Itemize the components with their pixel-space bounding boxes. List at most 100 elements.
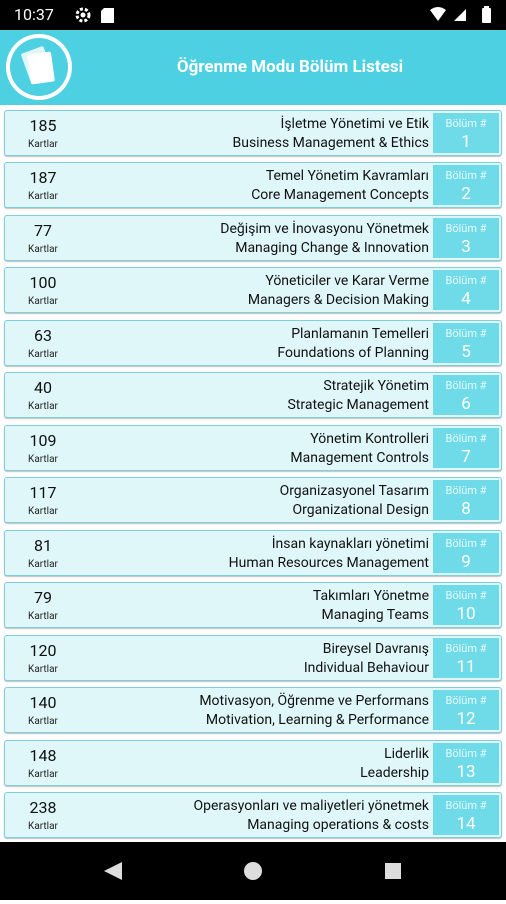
chapter-title-tr: Değişim ve İnovasyonu Yönetmek [220, 220, 429, 237]
chapter-row[interactable]: 238 Kartlar Operasyonları ve maliyetleri y… [4, 791, 502, 838]
chapter-title-en: Organizational Design [292, 502, 429, 519]
chapter-title-en: Motivation, Learning & Performance [205, 712, 429, 729]
card-unit: Kartlar [28, 453, 58, 465]
chapter-title-en: Strategic Management [287, 397, 429, 414]
chapter-title-en: Human Resources Management [228, 554, 429, 571]
card-unit: Kartlar [28, 506, 58, 518]
home-button[interactable] [244, 862, 262, 880]
chapter-title-en: Foundations of Planning [277, 344, 429, 361]
card-count: 109 [29, 430, 57, 450]
chapter-row[interactable]: 120 Kartlar Bireysel Davranış Individual Be… [4, 634, 502, 681]
card-count: 185 [29, 116, 57, 135]
chapter-row[interactable]: 40 Kartlar Stratejik Yönetim Strategic Mana… [4, 372, 502, 419]
section-label: Bölüm # [445, 536, 487, 550]
app-header: Öğrenme Modu Bölüm Listesi [0, 30, 506, 105]
chapter-row[interactable]: 100 Kartlar Yöneticiler ve Karar Verme Mana… [4, 267, 502, 314]
card-unit: Kartlar [28, 191, 58, 203]
chapter-row[interactable]: 81 Kartlar İnsan kaynakları yönetimi Human … [4, 529, 502, 576]
section-number: 2 [461, 184, 471, 205]
chapter-title-en: Managing Teams [321, 607, 429, 624]
chapter-title-tr: Planlamanın Temelleri [291, 325, 429, 342]
section-badge: Bölüm #8 [433, 480, 499, 521]
section-number: 13 [456, 761, 476, 782]
section-number: 4 [461, 289, 471, 310]
header-title: Öğrenme Modu Bölüm Listesi [176, 57, 404, 77]
section-label: Bölüm # [445, 379, 487, 393]
chapter-title-en: Managing Change & Innovation [235, 239, 429, 256]
chapter-row[interactable]: 109 Kartlar Yönetim Kontrolleri Management … [4, 424, 502, 471]
chapter-title-tr: İnsan kaynakları yönetimi [271, 535, 429, 552]
section-label: Bölüm # [445, 798, 487, 812]
section-number: 8 [461, 499, 471, 520]
chapter-row[interactable]: 140 Kartlar Motivasyon, Öğrenme ve Perform… [4, 687, 502, 734]
section-badge: Bölüm #6 [433, 375, 499, 416]
chapter-title-tr: Yöneticiler ve Karar Verme [265, 273, 429, 290]
section-label: Bölüm # [445, 641, 487, 655]
card-count: 100 [29, 273, 57, 293]
section-label: Bölüm # [445, 589, 487, 603]
section-badge: Bölüm #5 [433, 322, 499, 363]
card-count: 120 [29, 640, 57, 660]
chapter-title-tr: Liderlik [384, 745, 429, 762]
card-unit: Kartlar [28, 139, 58, 150]
chapter-row[interactable]: 187 Kartlar Temel Yönetim Kavramları Core M… [4, 162, 502, 209]
card-count: 187 [29, 168, 57, 188]
card-unit: Kartlar [28, 820, 58, 832]
recents-button[interactable] [385, 863, 401, 879]
chapter-title-tr: Yönetim Kontrolleri [310, 430, 429, 447]
card-unit: Kartlar [28, 296, 58, 308]
nav-buttons [104, 862, 401, 880]
card-unit: Kartlar [28, 348, 58, 360]
section-number: 6 [461, 394, 471, 415]
chapter-title-tr: Motivasyon, Öğrenme ve Performans [199, 693, 429, 710]
card-count: 40 [34, 378, 52, 398]
section-number: 11 [456, 656, 476, 677]
chapter-title-en: Managing operations & costs [247, 816, 429, 833]
section-number: 10 [456, 604, 476, 625]
section-badge: Bölüm #7 [433, 427, 499, 468]
chapter-row[interactable]: 63 Kartlar Planlamanın Temelleri Foundation… [4, 319, 502, 366]
section-number: 12 [456, 709, 476, 730]
section-label: Bölüm # [445, 117, 487, 130]
chapter-row[interactable]: 117 Kartlar Organizasyonel Tasarım Organiza… [4, 477, 502, 524]
card-count: 77 [34, 220, 52, 240]
card-count: 117 [29, 483, 57, 503]
chapter-title-en: Leadership [360, 764, 429, 781]
card-count: 140 [29, 693, 57, 713]
chapter-row[interactable]: 79 Kartlar Takımları Yönetme Managing Teams… [4, 582, 502, 629]
section-number: 14 [456, 813, 476, 834]
chapter-title-en: Managers & Decision Making [247, 292, 429, 309]
card-count: 81 [34, 535, 52, 555]
chapter-list: 185 Kartlar İşletme Yönetimi ve Etik Busine… [0, 105, 506, 842]
card-count: 79 [34, 588, 52, 608]
card-count: 63 [34, 325, 52, 345]
status-bar: 10:37 [0, 0, 506, 30]
status-icons-right [430, 6, 491, 23]
clock: 10:37 [14, 5, 54, 24]
nav-bar [0, 842, 506, 900]
section-label: Bölüm # [445, 746, 487, 760]
chapter-title-en: Individual Behaviour [303, 659, 429, 676]
section-number: 1 [461, 132, 471, 152]
section-label: Bölüm # [445, 169, 487, 183]
section-badge: Bölüm #12 [433, 690, 499, 731]
chapter-title-en: Business Management & Ethics [232, 135, 430, 151]
back-button[interactable] [104, 862, 122, 880]
card-unit: Kartlar [28, 558, 58, 570]
chapter-row[interactable]: 148 Kartlar Liderlik Leadership Bölüm #13 [4, 739, 502, 786]
card-count: 238 [29, 797, 57, 817]
section-label: Bölüm # [445, 274, 487, 288]
section-badge: Bölüm #13 [433, 742, 499, 783]
section-label: Bölüm # [445, 694, 487, 708]
chapter-title-tr: Operasyonları ve maliyetleri yönetmek [193, 797, 429, 814]
status-icons-left [75, 7, 114, 23]
chapter-title-tr: Stratejik Yönetim [323, 378, 429, 395]
section-badge: Bölüm #11 [433, 637, 499, 678]
chapter-row[interactable]: 77 Kartlar Değişim ve İnovasyonu Yönetmek M… [4, 214, 502, 261]
card-unit: Kartlar [28, 663, 58, 675]
section-number: 9 [461, 551, 471, 572]
section-label: Bölüm # [445, 484, 487, 498]
chapter-row[interactable]: 185 Kartlar İşletme Yönetimi ve Etik Busine… [4, 110, 502, 156]
chapter-title-tr: İşletme Yönetimi ve Etik [280, 116, 429, 132]
